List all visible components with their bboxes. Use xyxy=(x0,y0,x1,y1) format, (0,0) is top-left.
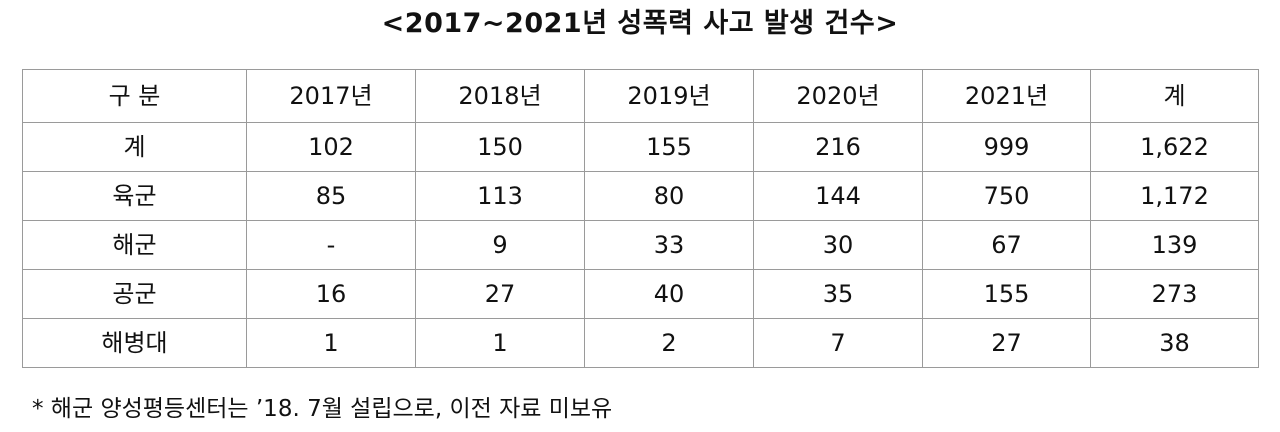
header-category: 구 분 xyxy=(22,69,247,123)
header-2021: 2021년 xyxy=(922,69,1091,123)
table-cell: 16 xyxy=(246,269,416,319)
table-cell: 27 xyxy=(415,269,585,319)
header-2020: 2020년 xyxy=(753,69,923,123)
table-row: 육군 85 113 80 144 750 1,172 xyxy=(22,171,1259,221)
table-cell: 139 xyxy=(1090,220,1259,270)
header-2018: 2018년 xyxy=(415,69,585,123)
table-cell: 113 xyxy=(415,171,585,221)
header-2017: 2017년 xyxy=(246,69,416,123)
table-cell: 85 xyxy=(246,171,416,221)
table-cell: 144 xyxy=(753,171,923,221)
table-cell: 155 xyxy=(922,269,1091,319)
table-cell: 273 xyxy=(1090,269,1259,319)
table-cell: 150 xyxy=(415,122,585,172)
footnote: * 해군 양성평등센터는 ’18. 7월 설립으로, 이전 자료 미보유 xyxy=(32,396,613,422)
row-label: 계 xyxy=(22,122,247,172)
row-label: 공군 xyxy=(22,269,247,319)
table-cell: 1 xyxy=(415,318,585,368)
header-row: 구 분 2017년 2018년 2019년 2020년 2021년 계 xyxy=(22,69,1259,123)
table-cell: 27 xyxy=(922,318,1091,368)
table-cell: 7 xyxy=(753,318,923,368)
table-cell: 1,172 xyxy=(1090,171,1259,221)
table-cell: 1,622 xyxy=(1090,122,1259,172)
table-cell: 38 xyxy=(1090,318,1259,368)
table-cell: 67 xyxy=(922,220,1091,270)
table-cell: 33 xyxy=(584,220,754,270)
table-cell: 216 xyxy=(753,122,923,172)
table-cell: 155 xyxy=(584,122,754,172)
table-cell: 750 xyxy=(922,171,1091,221)
table-cell: 102 xyxy=(246,122,416,172)
row-label: 해군 xyxy=(22,220,247,270)
table-cell: 999 xyxy=(922,122,1091,172)
table-row: 계 102 150 155 216 999 1,622 xyxy=(22,122,1259,172)
table-cell: 80 xyxy=(584,171,754,221)
table-cell: - xyxy=(246,220,416,270)
table-cell: 30 xyxy=(753,220,923,270)
table-title: <2017~2021년 성폭력 사고 발생 건수> xyxy=(381,8,899,39)
statistics-table: 구 분 2017년 2018년 2019년 2020년 2021년 계 계 10… xyxy=(22,69,1259,368)
header-total: 계 xyxy=(1090,69,1259,123)
table-cell: 9 xyxy=(415,220,585,270)
row-label: 육군 xyxy=(22,171,247,221)
table-row: 해병대 1 1 2 7 27 38 xyxy=(22,318,1259,368)
header-2019: 2019년 xyxy=(584,69,754,123)
table-cell: 2 xyxy=(584,318,754,368)
row-label: 해병대 xyxy=(22,318,247,368)
table-cell: 1 xyxy=(246,318,416,368)
table-cell: 40 xyxy=(584,269,754,319)
table-cell: 35 xyxy=(753,269,923,319)
table-row: 해군 - 9 33 30 67 139 xyxy=(22,220,1259,270)
table-row: 공군 16 27 40 35 155 273 xyxy=(22,269,1259,319)
